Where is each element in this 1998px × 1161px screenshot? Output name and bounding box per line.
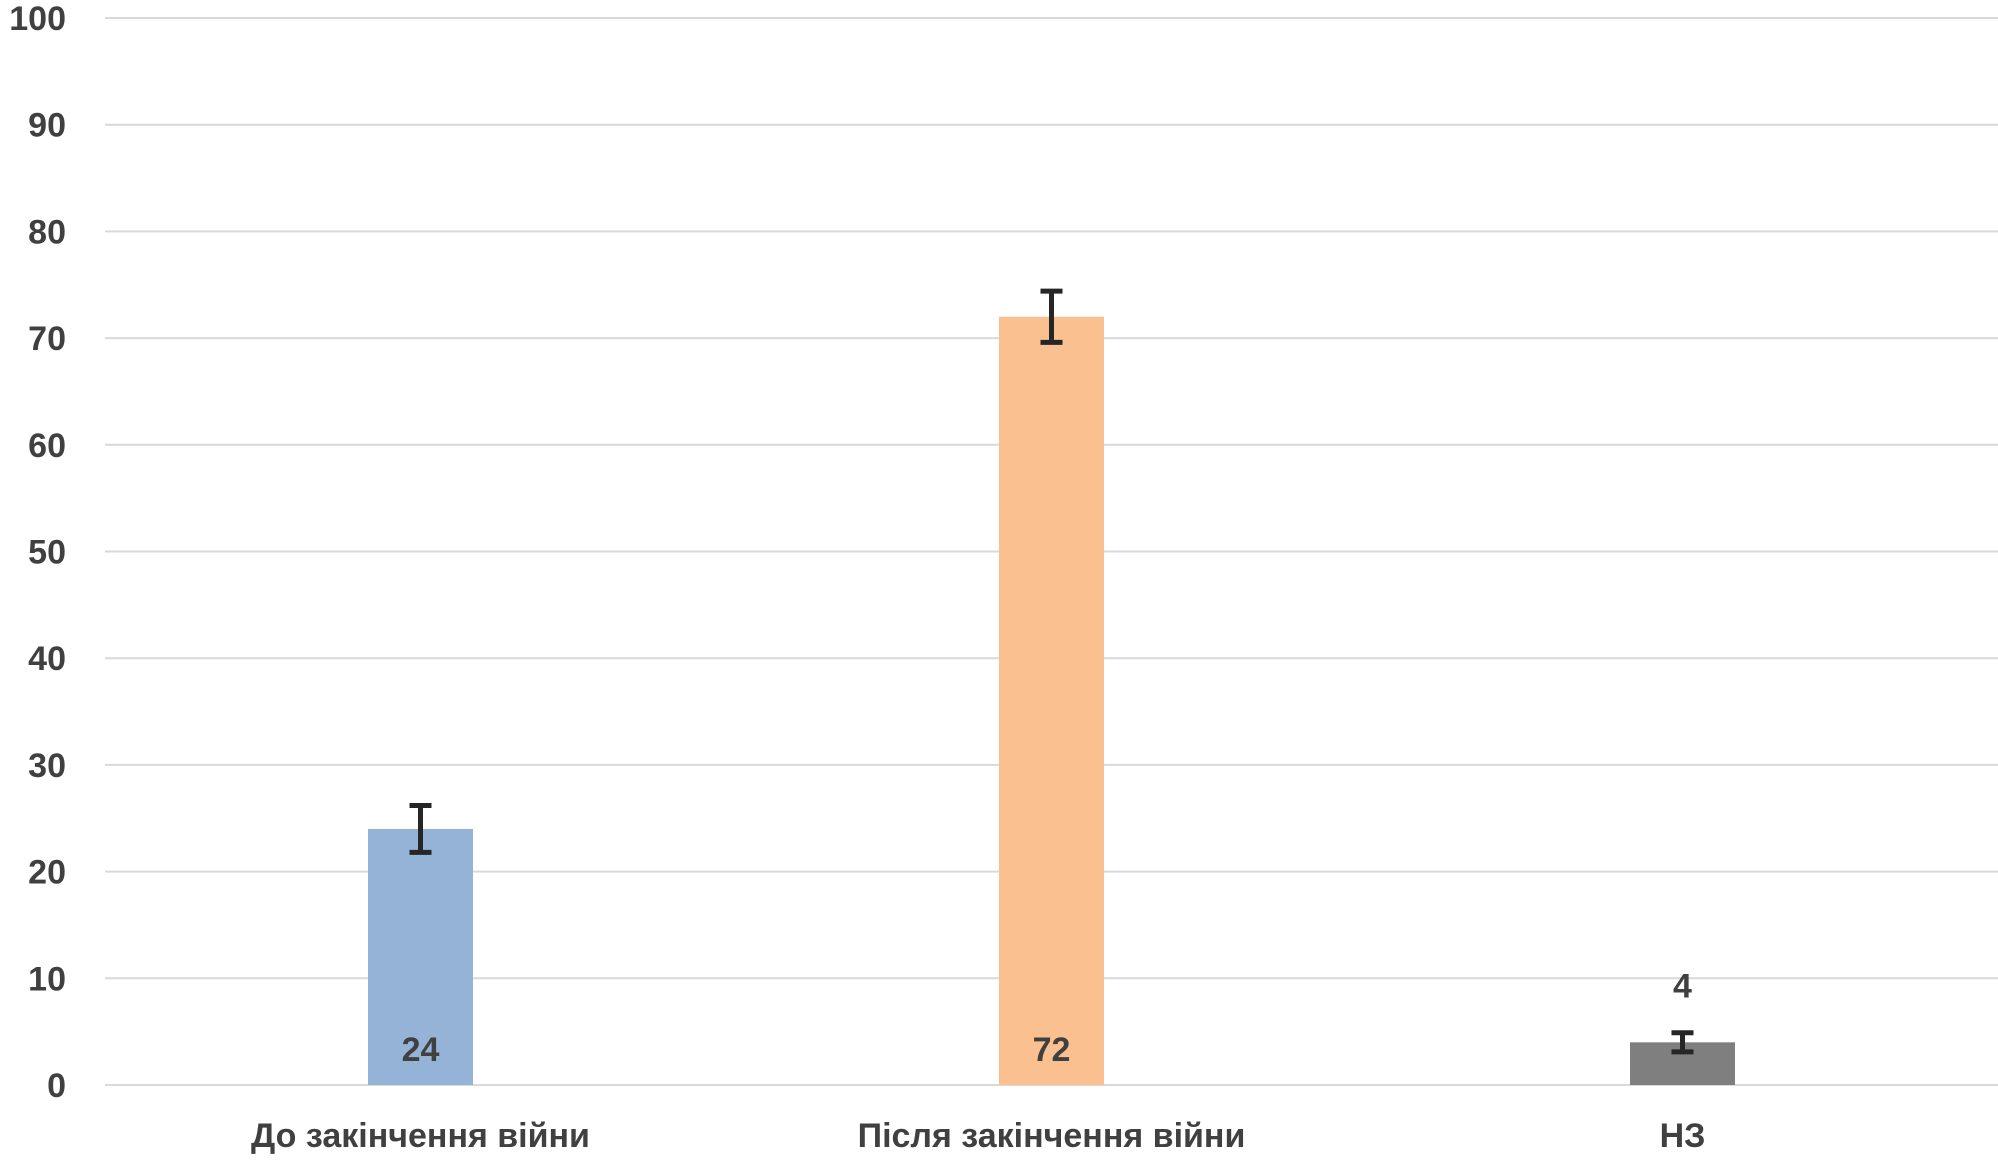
y-tick-label-100: 100 [9, 0, 66, 38]
error-bars [409, 288, 1694, 1055]
y-axis-tick-labels: 0 10 20 30 40 50 60 70 80 90 100 [9, 0, 66, 1105]
y-tick-label-30: 30 [28, 747, 66, 785]
x-category-label-3: НЗ [1660, 1117, 1706, 1155]
y-tick-label-10: 10 [28, 960, 66, 998]
data-labels: 24 72 4 [402, 968, 1692, 1069]
x-category-label-2: Після закінчення війни [858, 1117, 1246, 1155]
bar-2 [999, 316, 1104, 1085]
error-bar-3 [1671, 1030, 1694, 1055]
data-label-3: 4 [1673, 968, 1692, 1006]
data-label-2: 72 [1033, 1031, 1071, 1069]
error-bar-1 [409, 802, 432, 855]
y-tick-label-90: 90 [28, 107, 66, 145]
error-bar-2 [1040, 288, 1063, 345]
y-tick-label-50: 50 [28, 534, 66, 572]
y-tick-label-20: 20 [28, 854, 66, 892]
y-tick-label-60: 60 [28, 427, 66, 465]
bars [368, 316, 1735, 1085]
y-tick-label-80: 80 [28, 213, 66, 251]
y-tick-label-40: 40 [28, 640, 66, 678]
x-category-label-1: До закінчення війни [251, 1117, 590, 1155]
bar-1 [368, 828, 473, 1085]
y-tick-label-0: 0 [47, 1067, 66, 1105]
y-tick-label-70: 70 [28, 320, 66, 358]
data-label-1: 24 [402, 1031, 440, 1069]
x-axis-category-labels: До закінчення війни Після закінчення війн… [251, 1117, 1705, 1155]
